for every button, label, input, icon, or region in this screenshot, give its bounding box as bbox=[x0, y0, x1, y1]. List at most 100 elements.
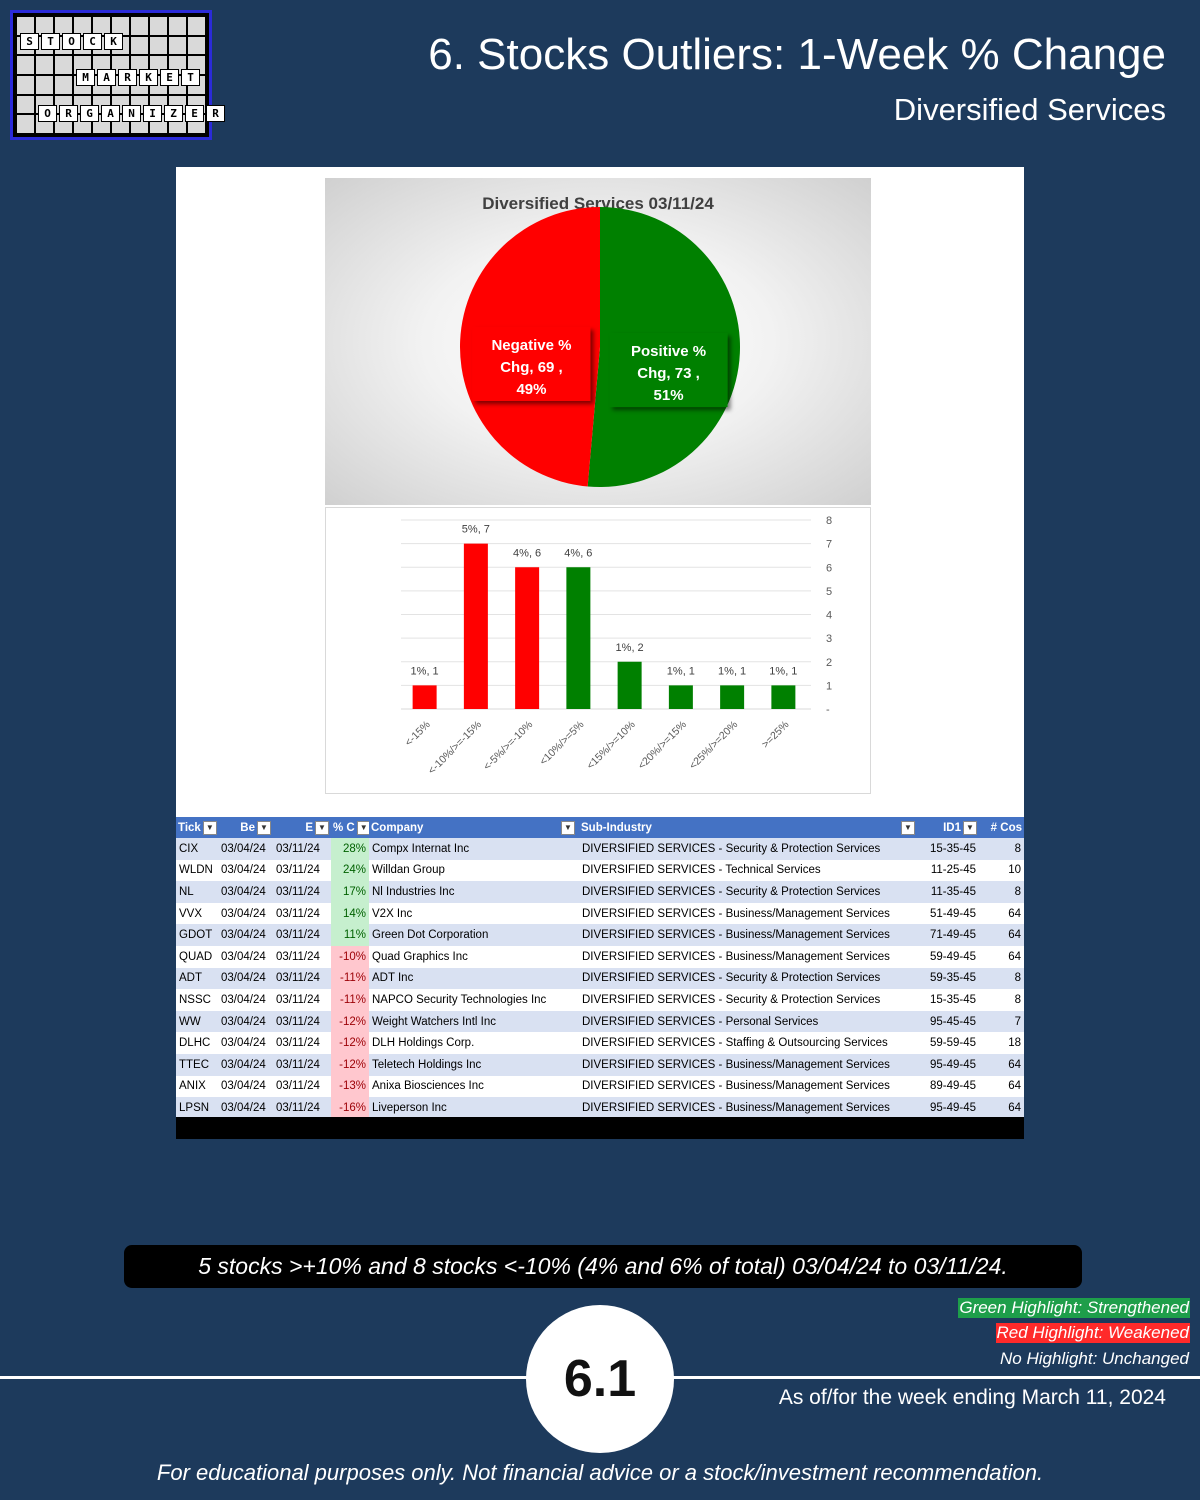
bar bbox=[617, 661, 642, 709]
table-cell-end: 03/11/24 bbox=[273, 1010, 331, 1033]
pie-chart: Diversified Services 03/11/24 Negative %… bbox=[459, 194, 740, 487]
logo-cell bbox=[55, 17, 72, 35]
table-cell-cos: 8 bbox=[979, 881, 1024, 903]
distribution-bar-chart: - 1 2 3 4 5 6 7 8 1%, 1 <-15% 5%, 7 <-10%/>=-15% 4%, … bbox=[401, 515, 832, 777]
table-cell-cos: 64 bbox=[979, 1097, 1024, 1119]
table-cell-end: 03/11/24 bbox=[273, 967, 331, 990]
bar-data-label: 1%, 1 bbox=[769, 665, 797, 677]
logo-cell bbox=[131, 17, 148, 35]
bar-y-tick-label: 1 bbox=[826, 680, 832, 692]
table-cell-cos: 8 bbox=[979, 838, 1024, 860]
section-badge: 6.1 bbox=[526, 1305, 674, 1453]
table-column-header[interactable]: Be ▼ bbox=[218, 817, 273, 838]
table-cell-company: Liveperson Inc bbox=[369, 1097, 579, 1119]
table-row: ANIX 03/04/24 03/11/24 -13% Anixa Bioscience… bbox=[176, 1075, 1024, 1098]
table-cell-pct: -16% bbox=[331, 1097, 369, 1119]
logo-cell bbox=[150, 36, 167, 55]
logo-letter: T bbox=[41, 33, 60, 50]
bar-y-tick-label: 8 bbox=[826, 515, 832, 527]
bar-y-tick-label: 5 bbox=[826, 586, 832, 598]
table-cell-company: Green Dot Corporation bbox=[369, 924, 579, 946]
table-cell-sub: DIVERSIFIED SERVICES - Security & Protec… bbox=[579, 838, 919, 860]
chart-panel: Diversified Services 03/11/24 Negative %… bbox=[176, 167, 1024, 1139]
table-cell-pct: -11% bbox=[331, 967, 369, 990]
logo-letter: G bbox=[80, 105, 99, 122]
logo-letter: Z bbox=[164, 105, 183, 122]
logo-cell bbox=[55, 75, 72, 94]
pie-label-positive: Chg, 73 , bbox=[637, 365, 700, 382]
table-row: DLHC 03/04/24 03/11/24 -12% DLH Holdings Cor… bbox=[176, 1032, 1024, 1054]
table-footer-bar bbox=[176, 1117, 1024, 1139]
table-cell-cos: 18 bbox=[979, 1032, 1024, 1054]
bar bbox=[668, 685, 693, 709]
table-cell-begin: 03/04/24 bbox=[218, 1010, 273, 1033]
table-cell-tick: NL bbox=[176, 881, 218, 903]
filter-dropdown-icon[interactable]: ▼ bbox=[315, 820, 329, 835]
logo-cell bbox=[36, 17, 53, 35]
table-cell-company: Compx Internat Inc bbox=[369, 838, 579, 860]
table-column-header[interactable]: Sub-Industry ▼ bbox=[579, 817, 919, 838]
table-cell-begin: 03/04/24 bbox=[218, 1075, 273, 1098]
table-column-header[interactable]: Company ▼ bbox=[369, 817, 579, 838]
filter-dropdown-icon[interactable]: ▼ bbox=[257, 820, 271, 835]
table-row: LPSN 03/04/24 03/11/24 -16% Liveperson Inc DI… bbox=[176, 1097, 1024, 1119]
table-cell-tick: TTEC bbox=[176, 1053, 218, 1076]
table-cell-id1: 95-45-45 bbox=[919, 1010, 979, 1033]
bar-y-tick-label: 7 bbox=[826, 539, 832, 551]
table-column-header[interactable]: E ▼ bbox=[273, 817, 331, 838]
bar bbox=[463, 543, 488, 709]
pie-label-positive: 51% bbox=[654, 387, 684, 404]
bar-category-label: >=25% bbox=[759, 719, 791, 751]
table-header-row: Tick ▼ Be ▼ E ▼% C ▼ Company ▼ Sub-Industry ▼ ID1 ▼ #… bbox=[176, 817, 1024, 838]
table-cell-sub: DIVERSIFIED SERVICES - Security & Protec… bbox=[579, 989, 919, 1011]
table-cell-sub: DIVERSIFIED SERVICES - Staffing & Outsou… bbox=[579, 1032, 919, 1054]
page-title: 6. Stocks Outliers: 1-Week % Change bbox=[428, 30, 1166, 79]
filter-dropdown-icon[interactable]: ▼ bbox=[356, 820, 369, 835]
table-cell-id1: 15-35-45 bbox=[919, 838, 979, 860]
filter-dropdown-icon[interactable]: ▼ bbox=[202, 820, 217, 835]
table-cell-begin: 03/04/24 bbox=[218, 881, 273, 903]
logo-cell bbox=[55, 56, 72, 74]
table-cell-pct: 24% bbox=[331, 859, 369, 882]
table-row: VVX 03/04/24 03/11/24 14% V2X Inc DIVERSIFIED… bbox=[176, 902, 1024, 925]
logo-cell bbox=[93, 17, 110, 35]
table-cell-end: 03/11/24 bbox=[273, 881, 331, 903]
filter-dropdown-icon[interactable]: ▼ bbox=[901, 821, 915, 835]
filter-dropdown-icon[interactable]: ▼ bbox=[963, 820, 977, 835]
bar-y-tick-label: 2 bbox=[826, 657, 832, 669]
column-header-label: E bbox=[305, 821, 313, 834]
logo-cell bbox=[131, 36, 148, 55]
table-column-header[interactable]: Tick ▼ bbox=[176, 817, 218, 838]
table-cell-end: 03/11/24 bbox=[273, 924, 331, 946]
table-cell-cos: 64 bbox=[979, 1053, 1024, 1076]
table-cell-cos: 7 bbox=[979, 1010, 1024, 1033]
bar-y-tick-label: 3 bbox=[826, 633, 832, 645]
column-header-label: Company bbox=[371, 821, 424, 834]
column-header-label: Tick bbox=[178, 821, 201, 834]
table-cell-cos: 64 bbox=[979, 924, 1024, 946]
table-column-header[interactable]: % C ▼ bbox=[331, 817, 369, 838]
table-cell-cos: 8 bbox=[979, 989, 1024, 1011]
table-cell-end: 03/11/24 bbox=[273, 1032, 331, 1054]
bar-category-label: <-15% bbox=[403, 719, 433, 749]
page-subtitle: Diversified Services bbox=[893, 92, 1166, 127]
logo-cell bbox=[74, 17, 91, 35]
table-row: GDOT 03/04/24 03/11/24 11% Green Dot Corpora… bbox=[176, 924, 1024, 946]
table-cell-tick: QUAD bbox=[176, 945, 218, 968]
table-column-header[interactable]: ID1 ▼ bbox=[919, 817, 979, 838]
filter-dropdown-icon[interactable]: ▼ bbox=[561, 821, 575, 835]
logo-letter: N bbox=[122, 105, 141, 122]
bar-category-label: <20%/>=15% bbox=[636, 719, 689, 772]
table-cell-id1: 59-35-45 bbox=[919, 967, 979, 990]
bar-chart-area: - 1 2 3 4 5 6 7 8 1%, 1 <-15% 5%, 7 <-10%/>=-15% 4%, … bbox=[325, 507, 871, 794]
table-cell-id1: 51-49-45 bbox=[919, 902, 979, 925]
table-cell-sub: DIVERSIFIED SERVICES - Business/Manageme… bbox=[579, 1075, 919, 1098]
pie-label-negative: Negative % bbox=[491, 337, 571, 354]
bar-data-label: 4%, 6 bbox=[513, 547, 541, 559]
table-cell-tick: WW bbox=[176, 1010, 218, 1033]
table-cell-begin: 03/04/24 bbox=[218, 1032, 273, 1054]
table-column-header[interactable]: # Cos bbox=[979, 817, 1024, 838]
pie-label-box-positive bbox=[609, 333, 728, 408]
table-cell-pct: 28% bbox=[331, 838, 369, 860]
logo-cell bbox=[17, 56, 34, 74]
